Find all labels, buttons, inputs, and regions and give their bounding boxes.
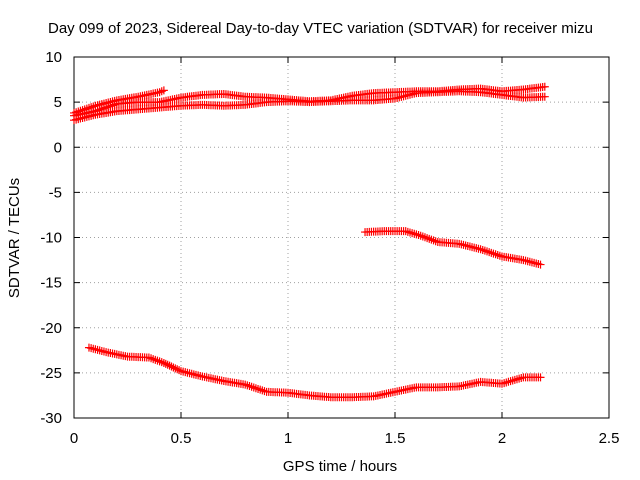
data-point xyxy=(175,366,184,375)
grid xyxy=(74,57,609,418)
y-tick-labels: -30 -25 -20 -15 -10 -5 0 5 10 xyxy=(40,49,62,427)
x-tick-labels: 0 0.5 1 1.5 2 2.5 xyxy=(70,430,620,447)
data-marks xyxy=(70,82,549,402)
data-point xyxy=(171,364,180,373)
y-tick-label: -20 xyxy=(40,320,62,337)
data-point xyxy=(169,363,178,372)
data-point xyxy=(173,365,182,374)
series-track-3 xyxy=(70,87,549,125)
x-tick-label: 2.5 xyxy=(599,430,620,447)
data-point xyxy=(536,373,545,382)
y-axis-label: SDTVAR / TECUs xyxy=(6,178,23,298)
y-tick-label: 10 xyxy=(45,49,62,66)
x-axis-label: GPS time / hours xyxy=(283,458,397,475)
y-tick-label: 0 xyxy=(54,139,62,156)
data-point xyxy=(159,358,168,367)
x-tick-label: 1.5 xyxy=(385,430,406,447)
data-point xyxy=(167,362,176,371)
chart-title: Day 099 of 2023, Sidereal Day-to-day VTE… xyxy=(48,20,593,37)
y-tick-label: -25 xyxy=(40,365,62,382)
data-point xyxy=(536,260,545,269)
x-tick-label: 2 xyxy=(498,430,506,447)
data-point xyxy=(540,92,549,101)
y-tick-label: -10 xyxy=(40,230,62,247)
y-tick-label: 5 xyxy=(54,94,62,111)
x-tick-label: 1 xyxy=(284,430,292,447)
x-tick-label: 0.5 xyxy=(171,430,192,447)
data-point xyxy=(540,82,549,91)
x-tick-label: 0 xyxy=(70,430,78,447)
series-track-4 xyxy=(361,227,545,269)
y-tick-label: -30 xyxy=(40,410,62,427)
y-tick-label: -5 xyxy=(49,184,62,201)
y-tick-label: -15 xyxy=(40,275,62,292)
data-point xyxy=(159,86,168,95)
data-point xyxy=(165,361,174,370)
data-point xyxy=(161,359,170,368)
data-point xyxy=(163,360,172,369)
axis-ticks xyxy=(73,56,610,419)
series-track-5 xyxy=(84,343,545,402)
